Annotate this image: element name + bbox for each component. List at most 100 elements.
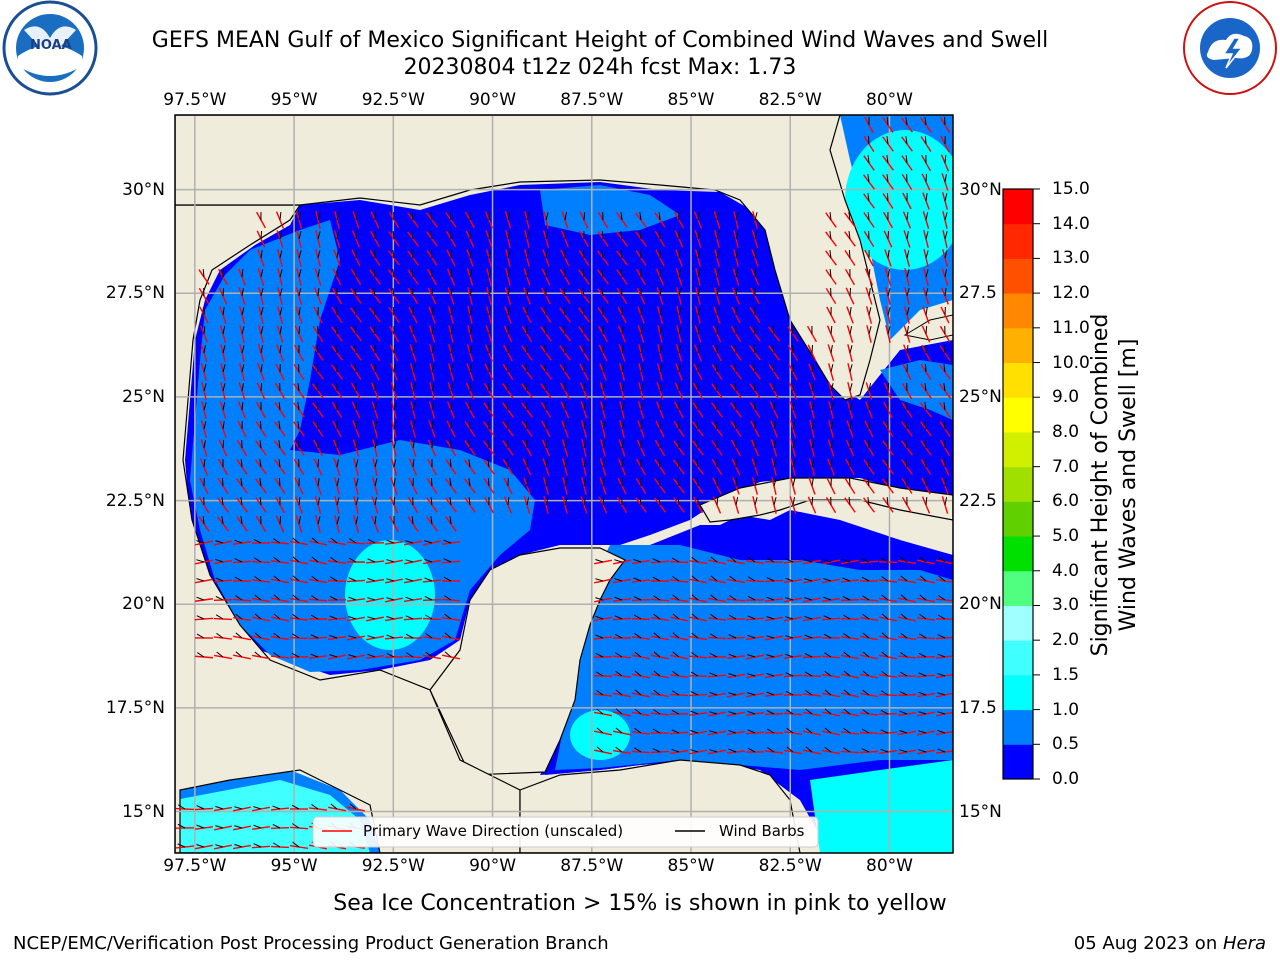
wind-barb — [292, 556, 300, 563]
wind-barb — [487, 440, 490, 449]
wind-barb — [336, 268, 339, 278]
wind-barb — [767, 746, 775, 753]
wind-barb — [487, 459, 490, 468]
lon-tick-bottom: 92.5°W — [361, 856, 425, 876]
wind-barb — [595, 671, 604, 677]
colorbar-segment — [1003, 362, 1033, 398]
wind-barb — [944, 497, 948, 506]
wind-barb — [507, 325, 510, 335]
wind-barb — [772, 363, 775, 373]
wind-barb — [804, 559, 813, 563]
wind-barb — [849, 345, 853, 354]
wind-barb — [405, 615, 414, 620]
legend-barb-label: Wind Barbs — [719, 822, 805, 840]
wind-barb — [697, 326, 701, 335]
wind-barb — [374, 440, 378, 449]
wind-barb — [545, 250, 548, 259]
wind-barb — [430, 212, 433, 221]
wind-barb — [430, 249, 433, 259]
wind-barb — [348, 616, 357, 620]
wind-barb — [367, 577, 376, 582]
wind-barb — [374, 402, 377, 411]
colorbar-segment — [1003, 570, 1033, 606]
wind-barb — [862, 709, 870, 715]
wind-barb — [335, 382, 338, 392]
wind-barb — [634, 708, 642, 715]
wind-barb — [203, 383, 207, 392]
wind-barb — [297, 402, 300, 411]
wind-barb — [716, 269, 720, 278]
wind-barb — [241, 326, 245, 335]
wind-barb — [221, 516, 224, 525]
wind-barb — [671, 709, 680, 715]
wind-barb — [678, 288, 682, 297]
wind-barb — [735, 250, 739, 259]
wind-barb — [336, 439, 339, 449]
colorbar-tick: 4.0 — [1052, 560, 1080, 581]
wind-barb — [620, 231, 623, 240]
wind-barb — [748, 556, 756, 563]
wind-barb — [843, 670, 851, 677]
wind-barb — [393, 344, 396, 354]
wind-barb — [659, 307, 663, 316]
wind-barb — [298, 325, 301, 335]
wind-barb — [728, 653, 737, 658]
wind-barb — [652, 576, 661, 582]
wind-barb — [716, 250, 720, 259]
wind-barb — [374, 382, 377, 392]
wind-barb — [595, 634, 604, 639]
wind-barb — [373, 307, 376, 316]
lon-tick-bottom: 87.5°W — [560, 856, 624, 876]
wind-barb — [691, 632, 699, 639]
wind-barb — [253, 557, 262, 563]
wind-barb — [506, 439, 509, 449]
wind-barb — [824, 652, 832, 658]
wind-barb — [240, 497, 243, 506]
wind-barb — [311, 556, 319, 563]
wind-barb — [792, 478, 796, 487]
wind-barb — [868, 326, 872, 335]
wave-and-wind-vectors — [175, 116, 953, 850]
lon-tick-bottom: 80°W — [866, 856, 913, 876]
wind-barb — [279, 211, 282, 221]
wind-barb — [747, 615, 756, 620]
wind-barb — [595, 615, 604, 620]
colorbar-tick: 12.0 — [1052, 283, 1090, 304]
wind-barb — [811, 496, 814, 506]
map-gridlines — [175, 115, 953, 853]
wind-barb — [615, 670, 623, 677]
wind-barb — [203, 458, 206, 468]
wind-barb — [272, 842, 281, 848]
wind-barb — [918, 633, 927, 639]
wind-barb — [367, 616, 376, 620]
wind-barb — [906, 344, 909, 354]
wind-barb — [899, 691, 908, 696]
lon-tick-top: 82.5°W — [758, 90, 822, 110]
wind-barb — [431, 307, 434, 316]
wind-barb — [640, 364, 644, 373]
wind-barb — [785, 653, 794, 658]
wind-barb — [215, 805, 224, 810]
wind-barb — [355, 516, 359, 525]
wind-barb — [424, 558, 433, 563]
wind-barb — [260, 345, 264, 354]
wind-barb — [234, 558, 243, 563]
wind-barb — [925, 269, 929, 278]
wind-barb — [906, 307, 910, 316]
map-plot-area — [175, 115, 953, 853]
wind-barb — [545, 459, 548, 468]
wind-barb — [525, 383, 528, 392]
wind-barb — [292, 823, 300, 829]
wind-barb — [754, 459, 757, 468]
wind-barb — [678, 345, 682, 354]
wave-peak-honduras — [570, 710, 630, 760]
wind-barb — [203, 364, 207, 373]
wind-barb — [336, 231, 340, 240]
wind-barb — [253, 843, 262, 848]
wind-barb — [297, 363, 300, 373]
wind-barb — [886, 136, 889, 145]
wind-barb — [367, 558, 376, 563]
wind-barb — [614, 615, 623, 620]
wind-barb — [273, 538, 281, 544]
wind-barb — [690, 710, 699, 715]
